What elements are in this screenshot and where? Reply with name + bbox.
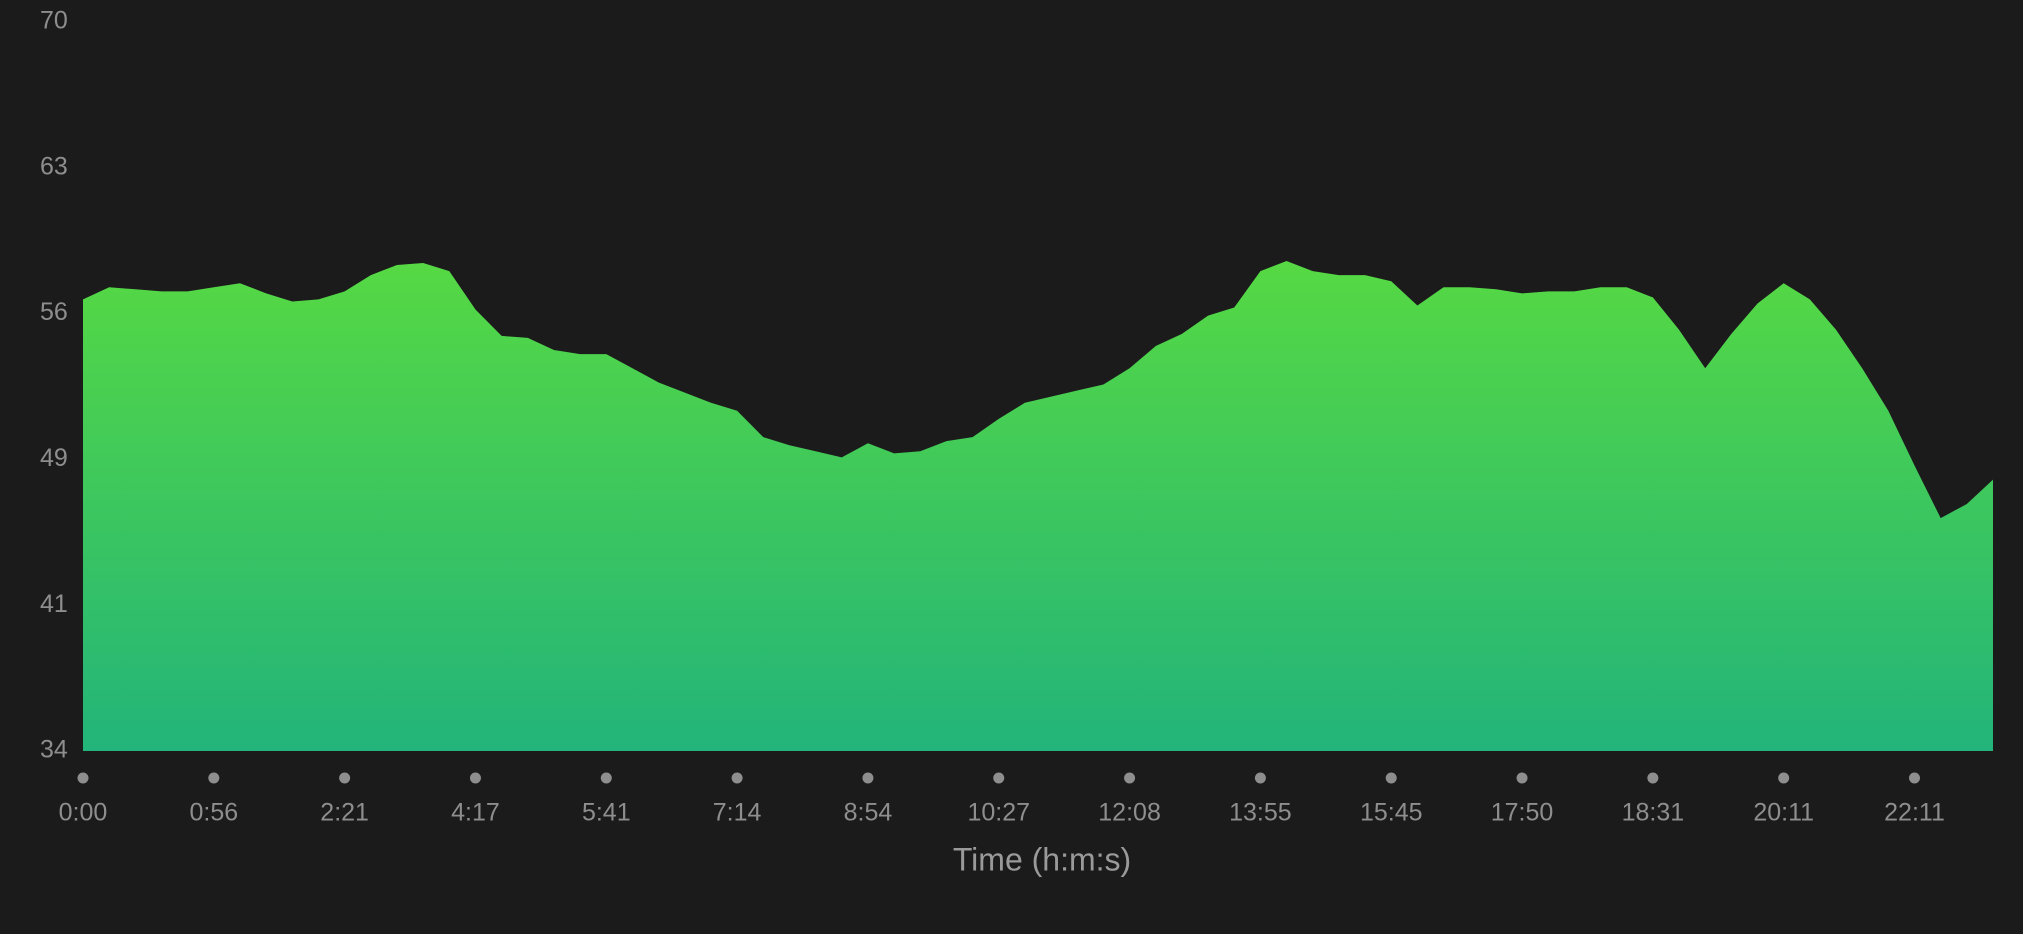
y-tick-label: 34 — [40, 736, 68, 764]
x-tick-label: 7:14 — [713, 799, 762, 827]
x-tick-label: 15:45 — [1360, 799, 1423, 827]
y-tick-label: 63 — [40, 152, 68, 180]
x-tick-label: 17:50 — [1491, 799, 1554, 827]
x-tick-label: 5:41 — [582, 799, 631, 827]
x-tick-label: 8:54 — [844, 799, 893, 827]
x-tick-dot — [77, 772, 89, 784]
x-tick-dot — [1254, 772, 1266, 784]
x-tick-label: 18:31 — [1622, 799, 1685, 827]
y-tick-label: 56 — [40, 298, 68, 326]
x-tick-dot — [993, 772, 1005, 784]
x-tick-dot — [339, 772, 351, 784]
x-tick-label: 20:11 — [1753, 799, 1814, 827]
y-tick-label: 70 — [40, 7, 68, 35]
x-tick-dot — [469, 772, 481, 784]
x-tick-dot — [208, 772, 220, 784]
x-tick-label: 0:00 — [59, 799, 108, 827]
x-tick-dot — [1385, 772, 1397, 784]
x-tick-label: 4:17 — [451, 799, 500, 827]
x-tick-dot — [862, 772, 874, 784]
x-tick-dot — [1909, 772, 1921, 784]
x-tick-dot — [1647, 772, 1659, 784]
x-tick-label: 12:08 — [1098, 799, 1161, 827]
y-tick-label: 49 — [40, 444, 68, 472]
x-tick-dot — [1124, 772, 1136, 784]
x-tick-dot — [600, 772, 612, 784]
x-tick-label: 13:55 — [1229, 799, 1292, 827]
x-tick-dot — [1778, 772, 1790, 784]
x-axis-title: Time (h:m:s) — [953, 841, 1131, 877]
x-tick-label: 0:56 — [189, 799, 238, 827]
x-tick-label: 10:27 — [967, 799, 1030, 827]
x-tick-label: 22:11 — [1884, 799, 1945, 827]
y-tick-label: 41 — [40, 590, 68, 618]
x-tick-dot — [731, 772, 743, 784]
x-tick-dot — [1516, 772, 1528, 784]
x-tick-label: 2:21 — [320, 799, 369, 827]
area — [83, 260, 1993, 751]
